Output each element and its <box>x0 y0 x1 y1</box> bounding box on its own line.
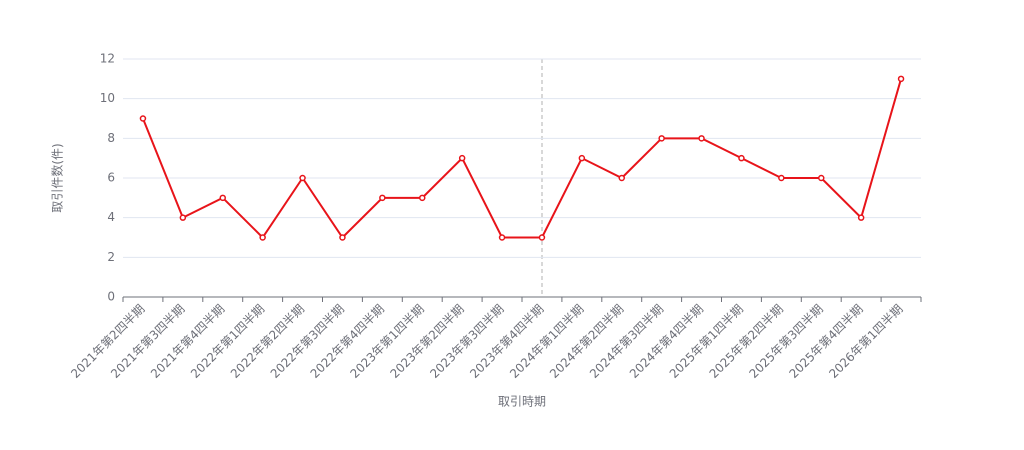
x-tick-label: 2023年第2四半期 <box>387 302 466 381</box>
y-tick-label: 8 <box>107 131 115 145</box>
x-tick-label: 2024年第3四半期 <box>587 302 666 381</box>
point <box>139 115 147 122</box>
x-tick-label: 2023年第3四半期 <box>427 302 506 381</box>
x-tick-label: 2025年第1四半期 <box>667 302 746 381</box>
point <box>857 214 865 221</box>
x-tick-label: 2024年第1四半期 <box>507 302 586 381</box>
x-tick-label: 2024年第2四半期 <box>547 302 626 381</box>
point <box>379 194 386 202</box>
point <box>818 174 825 182</box>
point <box>698 135 705 142</box>
y-tick-label: 10 <box>100 91 115 105</box>
x-tick-label: 2022年第2四半期 <box>228 302 307 381</box>
x-tick-label: 2025年第3四半期 <box>747 302 826 381</box>
point <box>458 154 466 162</box>
point <box>498 234 506 241</box>
x-tick-label: 2022年第4四半期 <box>308 302 387 381</box>
x-tick-label: 2025年第2四半期 <box>707 302 786 381</box>
point <box>419 194 426 202</box>
point <box>259 234 266 241</box>
point <box>299 174 306 182</box>
y-tick-label: 4 <box>107 210 115 224</box>
point <box>538 234 546 241</box>
y-tick-label: 12 <box>100 52 115 66</box>
point <box>339 234 346 241</box>
x-tick-label: 2022年第1四半期 <box>188 302 267 381</box>
x-tick-label: 2023年第1四半期 <box>348 302 427 381</box>
x-tick-label: 2023年第4四半期 <box>467 302 546 381</box>
point <box>578 154 586 162</box>
line <box>142 78 903 240</box>
x-tick-label: 2021年第3四半期 <box>108 302 187 381</box>
y-tick-label: 2 <box>107 250 115 264</box>
x-tick-label: 2025年第4四半期 <box>786 302 865 381</box>
point <box>738 154 745 162</box>
x-tick-label: 2022年第3四半期 <box>268 302 347 381</box>
point <box>658 135 665 142</box>
x-tick-label: 2026年第1四半期 <box>826 302 905 381</box>
point <box>219 194 226 202</box>
x-axis-label: 取引時期 <box>498 395 546 409</box>
x-tick-label: 2021年第4四半期 <box>148 302 227 381</box>
x-tick-label: 2021年第2四半期 <box>68 302 147 381</box>
y-tick-label: 6 <box>107 171 115 185</box>
point <box>778 174 785 182</box>
y-axis-label: 取引件数(件) <box>50 143 65 212</box>
point <box>897 75 905 83</box>
x-tick-label: 2024年第4四半期 <box>627 302 706 381</box>
y-tick-label: 0 <box>107 290 115 304</box>
point <box>618 174 625 182</box>
point <box>179 214 187 221</box>
